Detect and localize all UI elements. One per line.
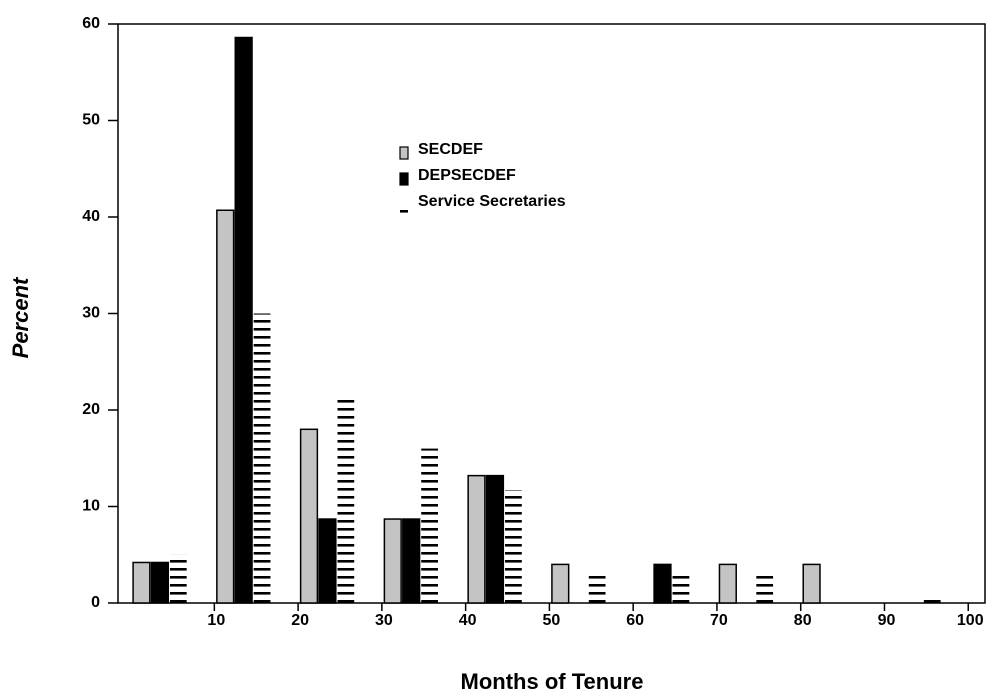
y-tick-label: 20 [82, 401, 100, 418]
legend-swatch [400, 210, 408, 213]
bar [216, 209, 235, 604]
bar [802, 563, 821, 604]
bar [588, 575, 606, 603]
x-tick-label: 20 [291, 612, 309, 629]
x-tick-label: 30 [375, 612, 393, 629]
bar [756, 575, 774, 603]
bar [421, 448, 438, 603]
bar [169, 554, 187, 603]
bar [551, 563, 570, 604]
bar [150, 561, 170, 604]
x-tick-label: 100 [957, 612, 984, 629]
bar [718, 563, 737, 604]
bar [299, 428, 319, 604]
x-tick-label: 40 [459, 612, 477, 629]
x-tick-label: 80 [794, 612, 812, 629]
x-tick-label: 70 [710, 612, 728, 629]
y-tick-label: 50 [82, 112, 100, 129]
bar [402, 518, 421, 604]
x-axis-title: Months of Tenure [461, 669, 644, 694]
y-axis-title: Percent [8, 276, 33, 358]
bar [234, 36, 253, 604]
y-tick-label: 0 [91, 594, 100, 611]
legend-swatch [399, 146, 409, 160]
bar [318, 518, 337, 604]
legend-label: DEPSECDEF [418, 167, 516, 184]
x-tick-label: 50 [543, 612, 561, 629]
x-tick-label: 60 [626, 612, 644, 629]
x-tick-label: 90 [878, 612, 896, 629]
y-tick-label: 60 [82, 15, 100, 32]
bar [653, 563, 672, 604]
bar [253, 313, 271, 603]
legend-label: Service Secretaries [418, 193, 566, 210]
y-tick-label: 30 [82, 305, 100, 322]
legend-label: SECDEF [418, 141, 483, 158]
bar [485, 474, 505, 604]
bar [923, 598, 941, 603]
bar [672, 575, 690, 603]
bar [505, 490, 522, 603]
y-tick-label: 10 [82, 498, 100, 515]
bar [337, 395, 355, 603]
y-tick-label: 40 [82, 208, 100, 225]
bar [383, 518, 402, 604]
x-tick-label: 10 [207, 612, 225, 629]
bar [132, 561, 151, 604]
bar [467, 474, 486, 604]
legend-swatch [399, 172, 409, 186]
